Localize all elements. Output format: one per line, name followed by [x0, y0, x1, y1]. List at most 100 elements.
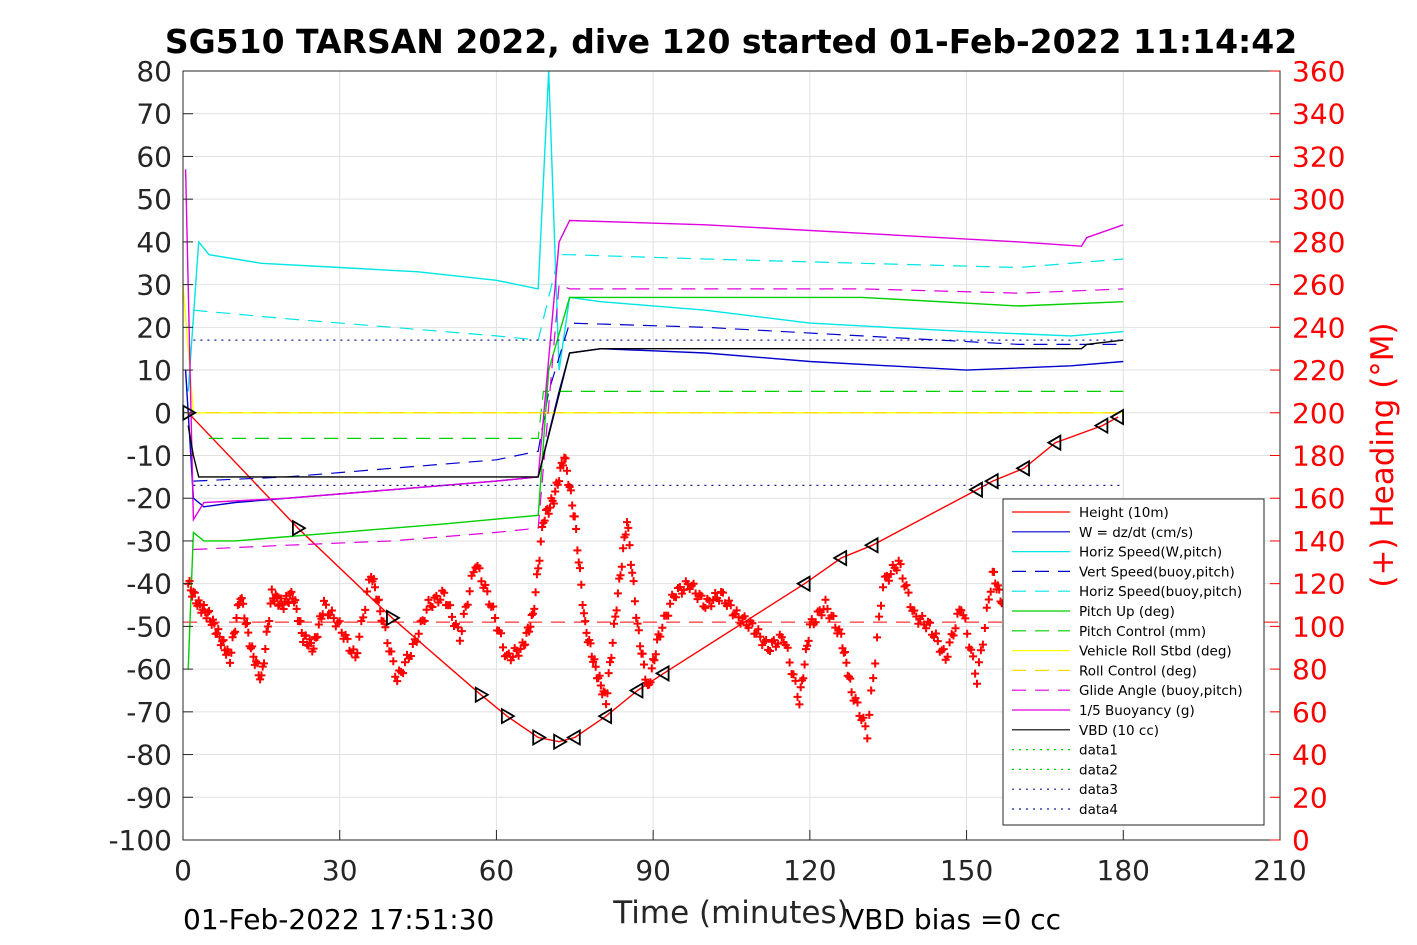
- heading-point: [815, 606, 824, 615]
- left-tick-label: 70: [136, 98, 172, 131]
- heading-point: [926, 618, 934, 627]
- heading-point: [544, 509, 553, 518]
- heading-point: [817, 611, 826, 620]
- heading-point: [951, 624, 960, 633]
- heading-point: [795, 700, 804, 709]
- right-tick-label: 300: [1292, 183, 1345, 216]
- heading-point: [420, 617, 429, 625]
- left-tick-label: -60: [126, 653, 172, 686]
- heading-point: [414, 629, 423, 638]
- heading-point: [756, 632, 765, 641]
- right-tick-label: 120: [1292, 568, 1345, 601]
- heading-point: [349, 645, 358, 654]
- heading-point: [793, 692, 802, 701]
- height-marker: [532, 728, 548, 747]
- series-vehicle-roll-stbd-deg: [182, 284, 1124, 414]
- heading-point: [724, 596, 733, 605]
- series-1-5-buoyancy-g: [184, 169, 1124, 522]
- heading-point: [910, 606, 919, 615]
- legend-label: data4: [1079, 802, 1118, 818]
- heading-point: [305, 635, 314, 644]
- left-tick-label: 60: [136, 140, 172, 173]
- right-tick-label: 200: [1292, 397, 1345, 430]
- left-tick-label: -80: [126, 739, 172, 772]
- heading-point: [292, 604, 301, 613]
- heading-point: [613, 589, 622, 598]
- heading-point: [453, 623, 462, 632]
- heading-point: [602, 700, 611, 709]
- heading-point: [448, 612, 456, 621]
- heading-point: [231, 627, 240, 636]
- heading-point: [766, 647, 774, 655]
- heading-point: [796, 683, 805, 692]
- heading-point: [993, 581, 1002, 590]
- heading-point: [296, 617, 305, 626]
- legend-label: data3: [1079, 782, 1118, 798]
- x-tick-label: 60: [479, 854, 515, 887]
- right-axis-label: (+) Heading (°M): [1365, 322, 1401, 587]
- heading-point: [596, 681, 605, 690]
- series-pitch-control-mm: [209, 390, 1124, 439]
- heading-point: [227, 648, 236, 657]
- heading-point: [475, 564, 484, 573]
- heading-point: [861, 722, 870, 731]
- right-tick-label: 0: [1292, 824, 1310, 857]
- heading-point: [873, 633, 882, 642]
- heading-point: [446, 601, 455, 610]
- heading-point: [536, 537, 545, 546]
- heading-point: [383, 639, 392, 648]
- heading-point: [603, 689, 612, 698]
- heading-point: [647, 664, 656, 673]
- heading-point: [237, 594, 246, 603]
- heading-point: [902, 581, 911, 590]
- height-marker: [553, 733, 568, 751]
- heading-point: [971, 669, 980, 678]
- heading-point: [387, 647, 396, 656]
- heading-point: [389, 657, 398, 666]
- heading-point: [244, 628, 253, 637]
- left-tick-label: 0: [154, 397, 172, 430]
- legend-label: 1/5 Buoyancy (g): [1079, 703, 1195, 719]
- heading-point: [995, 585, 1004, 594]
- heading-point: [978, 640, 987, 649]
- heading-point: [248, 642, 257, 651]
- height-marker: [1109, 408, 1124, 426]
- series-vbd-10-cc: [187, 339, 1124, 478]
- heading-point: [263, 622, 272, 631]
- heading-point: [853, 698, 862, 707]
- heading-point: [884, 576, 893, 585]
- heading-point: [203, 608, 212, 617]
- heading-point: [291, 596, 300, 605]
- heading-point: [393, 677, 402, 686]
- heading-point: [617, 562, 626, 571]
- heading-point: [574, 558, 583, 567]
- right-tick-label: 340: [1292, 98, 1345, 131]
- heading-point: [961, 614, 970, 623]
- heading-point: [586, 639, 595, 648]
- heading-point: [892, 566, 901, 575]
- right-tick-label: 60: [1292, 696, 1328, 729]
- heading-point: [546, 503, 554, 512]
- heading-point: [650, 656, 659, 665]
- heading-point: [640, 660, 648, 669]
- heading-point: [875, 612, 884, 621]
- heading-point: [194, 596, 203, 605]
- heading-point: [551, 487, 560, 496]
- heading-point: [732, 606, 741, 615]
- heading-point: [842, 658, 851, 667]
- height-marker: [983, 472, 999, 490]
- heading-point: [525, 627, 534, 636]
- heading-point: [619, 544, 628, 553]
- heading-point: [707, 602, 716, 611]
- heading-point: [949, 631, 958, 640]
- left-tick-label: 80: [136, 55, 172, 88]
- heading-point: [424, 595, 433, 604]
- left-tick-label: -30: [126, 525, 172, 558]
- height-marker: [386, 609, 401, 627]
- heading-point: [228, 633, 237, 642]
- left-axis-ticks: -100-90-80-70-60-50-40-30-20-10010203040…: [108, 55, 193, 857]
- heading-point: [783, 643, 792, 652]
- heading-point: [477, 577, 486, 586]
- heading-point: [570, 512, 579, 521]
- heading-point: [847, 688, 856, 697]
